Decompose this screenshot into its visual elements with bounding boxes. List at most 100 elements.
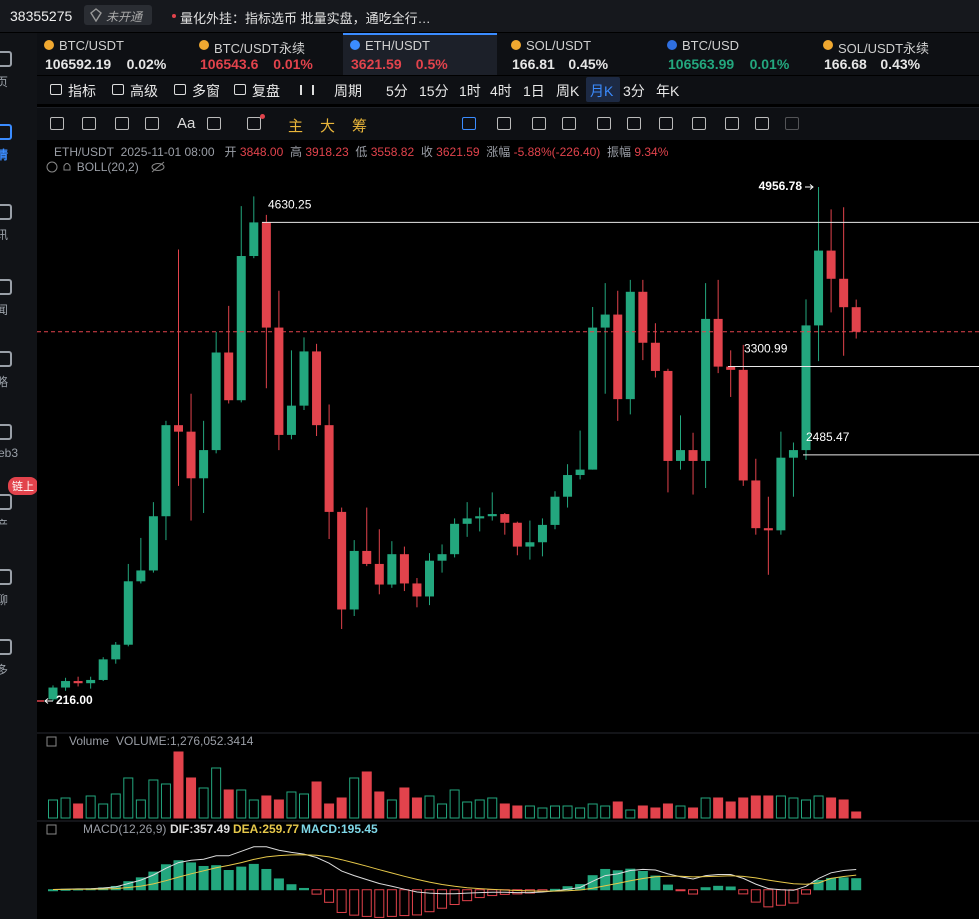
info-label: 高 — [289, 145, 302, 159]
volume-bar — [788, 797, 799, 819]
tool-icon[interactable] — [462, 117, 476, 130]
toolbar-item[interactable]: 1时 — [459, 83, 481, 99]
ticker-change[interactable]: 0.02% — [126, 56, 167, 72]
tool-icon[interactable] — [115, 117, 129, 130]
toolbar-active-bg[interactable] — [586, 77, 620, 102]
sidebar-icon[interactable] — [0, 569, 12, 585]
sidebar-label[interactable]: 略 — [0, 375, 9, 389]
macd-bar — [186, 862, 197, 891]
tool-icon[interactable] — [692, 117, 706, 130]
tool-icon[interactable] — [597, 117, 611, 130]
tool-text[interactable]: 主 — [288, 118, 304, 135]
sidebar-label[interactable]: 情 — [0, 148, 9, 162]
tool-icon[interactable] — [82, 117, 96, 130]
toolbar-item[interactable]: 月K — [590, 83, 614, 99]
ticker-price[interactable]: 106543.6 — [200, 56, 259, 72]
volume-bar — [537, 807, 548, 819]
tool-icon[interactable] — [627, 117, 641, 130]
toolbar-item[interactable]: 指标 — [68, 83, 96, 99]
sidebar-icon[interactable] — [0, 279, 12, 295]
info-time: 2025-11-01 08:00 — [120, 145, 215, 159]
candle-body — [588, 327, 598, 470]
ticker-change[interactable]: 0.5% — [415, 56, 448, 72]
ticker-change[interactable]: 0.43% — [880, 56, 921, 72]
volume-bar — [738, 797, 749, 819]
tool-icon[interactable] — [207, 117, 221, 130]
toolbar-item[interactable]: 复盘 — [252, 83, 280, 99]
sidebar-label[interactable]: 产 — [0, 518, 9, 532]
sidebar-label[interactable]: 讯 — [0, 228, 9, 242]
tool-icon[interactable] — [532, 117, 546, 130]
tool-text[interactable]: 大 — [320, 118, 336, 135]
ticker-symbol[interactable]: BTC/USDT — [59, 38, 124, 53]
info-label: 低 — [355, 145, 368, 159]
eye-icon[interactable] — [150, 161, 166, 173]
sidebar-label[interactable]: 闻 — [0, 303, 9, 317]
sidebar-label[interactable]: 多 — [0, 663, 9, 677]
toolbar-item[interactable]: 周K — [556, 83, 580, 99]
tool-icon[interactable] — [562, 117, 576, 130]
macd-bar — [286, 884, 297, 891]
ticker-price[interactable]: 106563.99 — [668, 56, 735, 72]
ticker-icon — [199, 40, 209, 50]
sidebar-icon[interactable] — [0, 351, 12, 367]
high-arrow — [805, 184, 814, 190]
volume-bar — [299, 793, 309, 819]
candle-body — [174, 425, 183, 432]
ticker-symbol[interactable]: BTC/USDT永续 — [214, 41, 306, 56]
tool-icon[interactable] — [725, 117, 739, 130]
volume-bar — [248, 799, 259, 819]
sidebar-icon[interactable] — [0, 124, 12, 140]
ticker-active-bg[interactable] — [343, 33, 497, 75]
toolbar-item[interactable]: 3分 — [623, 83, 645, 99]
ticker-price[interactable]: 3621.59 — [351, 56, 402, 72]
toolbar-item[interactable]: 5分 — [386, 83, 408, 99]
tool-text[interactable]: 筹 — [352, 118, 368, 135]
volume-bar — [361, 771, 372, 819]
toolbar-item[interactable]: 1日 — [523, 83, 545, 99]
badge-box[interactable]: 未开通 — [84, 5, 152, 25]
candle-body — [650, 342, 660, 371]
bell-icon[interactable] — [61, 161, 73, 173]
tool-icon[interactable] — [497, 117, 511, 130]
toolbar-item[interactable]: 年K — [656, 83, 680, 99]
volume-bar — [637, 805, 648, 819]
toolbar-item[interactable]: 15分 — [419, 83, 449, 99]
volume-bar — [700, 797, 711, 819]
ticker-price[interactable]: 166.68 — [824, 56, 867, 72]
ticker-price[interactable]: 166.81 — [512, 56, 555, 72]
ticker-symbol[interactable]: SOL/USDT — [526, 38, 592, 53]
tool-text[interactable]: Aa — [177, 115, 196, 132]
sidebar-label[interactable]: 聊 — [0, 593, 9, 607]
ticker-change[interactable]: 0.01% — [273, 56, 313, 72]
tool-icon[interactable] — [145, 117, 159, 130]
toolbar-item[interactable]: 多窗 — [192, 83, 220, 99]
tool-icon[interactable] — [659, 117, 673, 130]
toolbar-item[interactable]: 高级 — [130, 83, 158, 99]
volume-bar — [851, 811, 862, 819]
sidebar-icon[interactable] — [0, 639, 12, 655]
tool-icon[interactable] — [50, 117, 64, 130]
ticker-price[interactable]: 106592.19 — [45, 56, 112, 72]
candle-body — [575, 469, 585, 476]
sidebar-label[interactable]: eb3 — [0, 446, 19, 460]
sidebar-icon[interactable] — [0, 204, 12, 220]
sidebar-icon[interactable] — [0, 424, 12, 440]
toolbar-item[interactable]: 4时 — [490, 83, 512, 99]
ticker-symbol[interactable]: SOL/USDT永续 — [838, 41, 930, 56]
ticker-change[interactable]: 0.01% — [749, 56, 790, 72]
tool-icon[interactable] — [247, 117, 261, 130]
sidebar-icon[interactable] — [0, 494, 12, 510]
ticker-symbol[interactable]: ETH/USDT — [365, 38, 430, 53]
tool-icon[interactable] — [755, 117, 769, 130]
sidebar-label[interactable]: 页 — [0, 75, 9, 89]
ticker-symbol[interactable]: BTC/USD — [682, 38, 740, 53]
tool-icon[interactable] — [785, 117, 799, 130]
ticker-change[interactable]: 0.45% — [568, 56, 609, 72]
volume-bar — [411, 797, 422, 819]
sidebar-icon[interactable] — [0, 51, 12, 67]
toolbar-item[interactable]: 周期 — [334, 83, 362, 99]
notice[interactable]: 量化外挂：指标选币 批量实盘，通吃全行… — [180, 11, 431, 26]
volume-bar — [273, 799, 284, 819]
